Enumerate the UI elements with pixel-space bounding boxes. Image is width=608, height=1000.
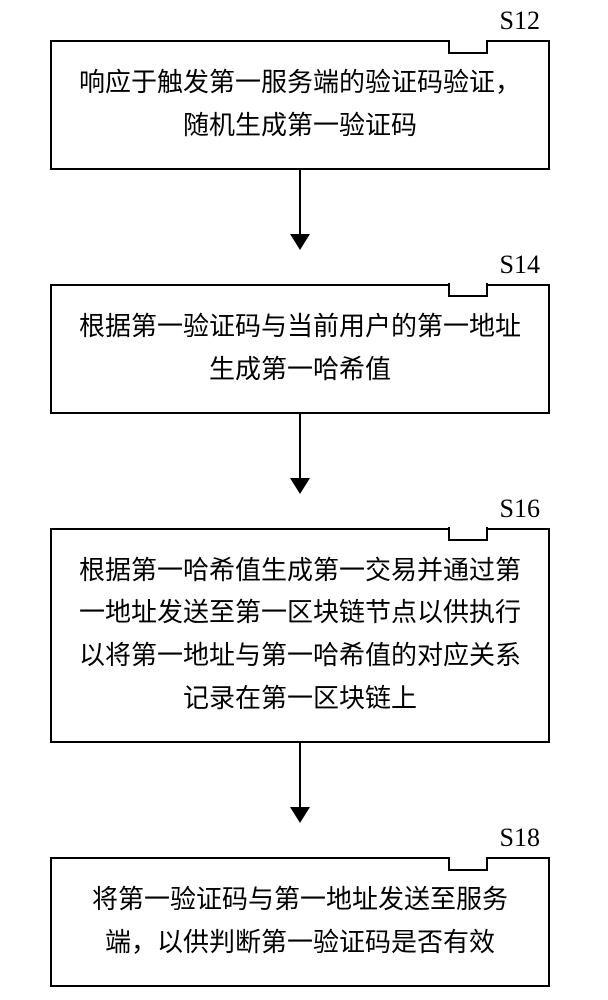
step-text: 根据第一验证码与当前用户的第一地址生成第一哈希值 [79,312,521,384]
arrow [50,743,550,823]
step-notch [448,283,488,297]
arrow-line [299,170,302,234]
step-s18: S18 将第一验证码与第一地址发送至服务端，以供判断第一验证码是否有效 [50,857,550,987]
step-label: S12 [500,6,540,36]
step-notch [448,857,488,871]
arrow [50,414,550,494]
step-text: 响应于触发第一服务端的验证码验证，随机生成第一验证码 [79,68,521,140]
step-box: 响应于触发第一服务端的验证码验证，随机生成第一验证码 [50,40,550,170]
step-s16: S16 根据第一哈希值生成第一交易并通过第一地址发送至第一区块链节点以供执行以将… [50,528,550,744]
step-box: 根据第一验证码与当前用户的第一地址生成第一哈希值 [50,284,550,414]
arrow-head-icon [290,478,310,494]
step-notch [448,40,488,54]
arrow-head-icon [290,234,310,250]
arrow-line [299,743,302,807]
step-label: S14 [500,250,540,280]
step-s14: S14 根据第一验证码与当前用户的第一地址生成第一哈希值 [50,284,550,414]
step-text: 根据第一哈希值生成第一交易并通过第一地址发送至第一区块链节点以供执行以将第一地址… [79,556,521,714]
step-box: 根据第一哈希值生成第一交易并通过第一地址发送至第一区块链节点以供执行以将第一地址… [50,528,550,744]
step-notch [448,527,488,541]
step-box: 将第一验证码与第一地址发送至服务端，以供判断第一验证码是否有效 [50,857,550,987]
arrow-line [299,414,302,478]
flowchart-container: S12 响应于触发第一服务端的验证码验证，随机生成第一验证码 S14 根据第一验… [50,40,550,987]
step-label: S18 [500,823,540,853]
step-s12: S12 响应于触发第一服务端的验证码验证，随机生成第一验证码 [50,40,550,170]
step-label: S16 [500,494,540,524]
step-text: 将第一验证码与第一地址发送至服务端，以供判断第一验证码是否有效 [92,885,508,957]
arrow-head-icon [290,807,310,823]
arrow [50,170,550,250]
